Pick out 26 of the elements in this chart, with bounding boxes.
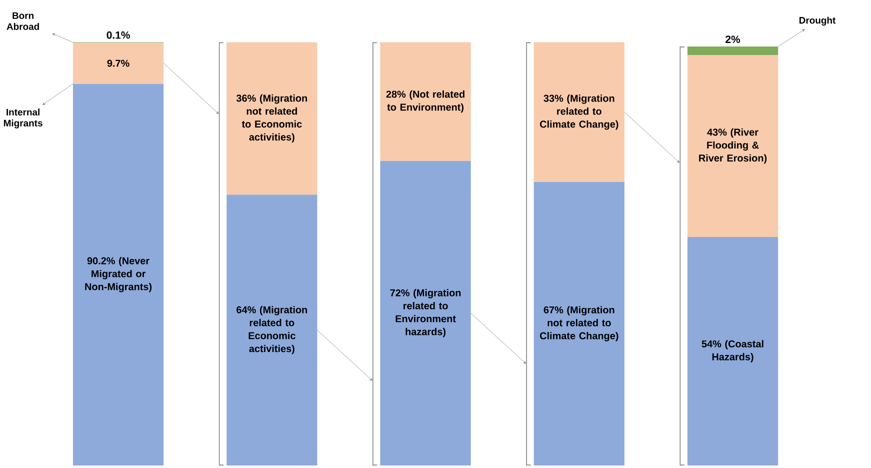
bar xyxy=(226,42,318,195)
data-label: 54% (Coastal Hazards) xyxy=(702,340,764,362)
data-label: 2% xyxy=(726,36,740,44)
data-label: 43% (River Flooding & River Erosion) xyxy=(699,128,767,164)
data-label: 90.2% (Never Migrated or Non-Migrants) xyxy=(85,257,152,292)
bar xyxy=(226,194,318,466)
bar xyxy=(380,160,471,466)
bar xyxy=(380,42,471,161)
data-label: 9.7% xyxy=(107,60,130,67)
data-label: 28% (Not related to Environment) xyxy=(386,90,464,113)
bar xyxy=(687,46,778,56)
bar xyxy=(687,236,778,466)
bar xyxy=(72,42,164,84)
data-label: 0.1% xyxy=(106,31,130,39)
data-label: 67% (Migration not related to Climate Change) xyxy=(540,306,618,342)
bar xyxy=(72,84,164,466)
annotation: Internal Migrants xyxy=(4,108,42,128)
data-label: 72% (Migration related to Environment hazards) xyxy=(390,289,461,338)
data-label: 36% (Migration not related to Economic activities) xyxy=(236,94,307,143)
text: Born Abroad xyxy=(6,12,39,30)
bar xyxy=(534,42,624,182)
bar xyxy=(534,182,624,466)
text: Drought xyxy=(799,16,836,26)
data-label: 33% (Migration related to Climate Change) xyxy=(540,94,618,130)
data-label: 64% (Migration related to Economic activities) xyxy=(236,306,307,354)
bar xyxy=(687,55,778,237)
